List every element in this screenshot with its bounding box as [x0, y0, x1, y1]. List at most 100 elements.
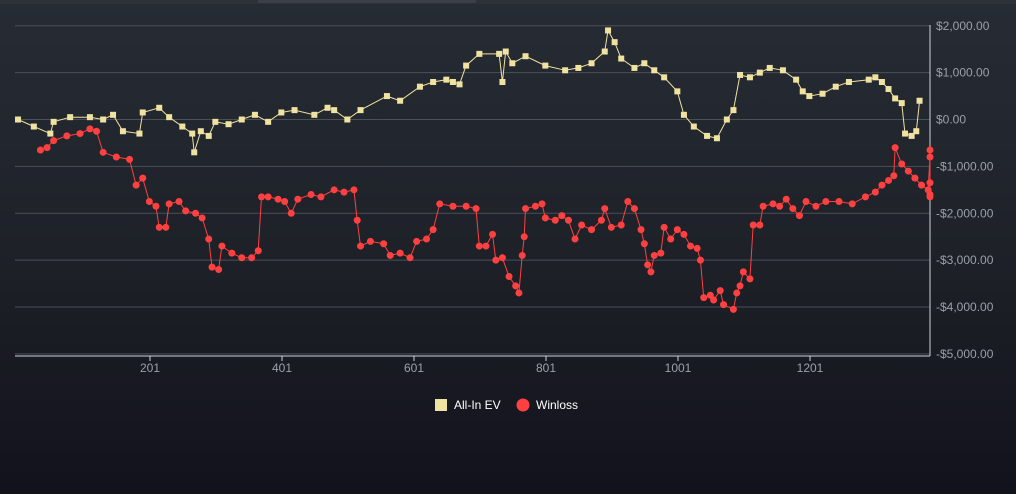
data-point: [499, 79, 506, 85]
data-point: [505, 273, 513, 281]
data-point: [93, 127, 101, 135]
data-point: [848, 200, 856, 208]
legend-item[interactable]: Winloss: [516, 398, 579, 412]
series-winloss: [36, 125, 934, 313]
series-line: [17, 28, 921, 153]
data-point: [700, 294, 708, 302]
data-point: [281, 198, 289, 206]
y-tick-label: -$4,000.00: [936, 300, 994, 314]
data-point: [509, 60, 516, 67]
data-point: [746, 275, 754, 283]
axes: [15, 25, 931, 361]
data-point: [571, 235, 579, 243]
data-point: [139, 109, 146, 116]
data-point: [640, 240, 648, 248]
data-point: [644, 261, 652, 269]
data-point: [551, 216, 559, 224]
data-point: [885, 176, 893, 184]
data-point: [456, 81, 463, 88]
data-point: [865, 76, 872, 83]
data-point: [578, 221, 586, 229]
data-point: [733, 289, 741, 297]
data-point: [716, 287, 724, 295]
series-all-in-ev: [15, 27, 923, 156]
data-point: [756, 221, 764, 229]
data-point: [916, 97, 923, 104]
data-point: [835, 198, 843, 206]
data-point: [518, 251, 526, 259]
data-point: [189, 130, 196, 137]
data-point: [617, 221, 625, 229]
data-point: [191, 149, 198, 156]
y-tick-label: -$5,000.00: [936, 347, 994, 361]
data-point: [520, 233, 528, 241]
data-point: [631, 64, 638, 71]
data-point: [238, 254, 246, 262]
data-point: [136, 130, 143, 137]
data-point: [512, 282, 520, 290]
data-point: [212, 118, 219, 125]
data-point: [746, 74, 753, 81]
data-point: [63, 132, 71, 140]
data-point: [647, 268, 655, 276]
data-point: [416, 83, 423, 90]
data-point: [383, 93, 390, 100]
data-point: [192, 209, 200, 217]
data-point: [871, 188, 879, 196]
data-point: [680, 111, 687, 118]
data-point: [729, 305, 737, 313]
data-point: [737, 71, 744, 78]
data-point: [264, 193, 272, 201]
data-point: [749, 221, 757, 229]
data-point: [680, 230, 688, 238]
data-point: [132, 181, 140, 189]
x-tick-label: 1001: [665, 361, 692, 375]
x-tick-label: 801: [536, 361, 556, 375]
data-point: [165, 200, 173, 208]
data-point: [443, 76, 450, 83]
data-point: [205, 235, 213, 243]
data-point: [926, 153, 934, 161]
data-point: [558, 212, 566, 220]
data-point: [287, 209, 295, 217]
legend-square-icon: [435, 399, 447, 411]
data-point: [145, 198, 153, 206]
data-point: [475, 242, 483, 250]
top-tab-active[interactable]: [258, 0, 476, 3]
data-point: [667, 235, 675, 243]
data-point: [274, 195, 282, 203]
data-point: [739, 268, 747, 276]
data-point: [225, 121, 232, 128]
data-point: [605, 27, 612, 34]
data-point: [228, 249, 236, 257]
data-point: [736, 282, 744, 290]
data-point: [601, 48, 608, 55]
data-point: [50, 118, 57, 125]
data-point: [651, 67, 658, 74]
data-point: [112, 153, 120, 161]
data-point: [759, 202, 767, 210]
data-point: [611, 39, 618, 46]
legend-label: All-In EV: [454, 398, 501, 412]
x-tick-label: 201: [140, 361, 160, 375]
y-tick-label: $0.00: [936, 113, 966, 127]
legend-item[interactable]: All-In EV: [435, 398, 501, 412]
legend[interactable]: All-In EV Winloss: [435, 398, 578, 412]
data-point: [423, 235, 431, 243]
data-point: [489, 230, 497, 238]
data-point: [885, 86, 892, 93]
data-point: [890, 172, 898, 180]
data-point: [782, 195, 790, 203]
data-point: [832, 83, 839, 90]
series-line: [40, 128, 931, 311]
data-point: [498, 254, 506, 262]
data-point: [776, 202, 784, 210]
data-point: [156, 104, 163, 111]
data-point: [254, 247, 262, 255]
data-point: [723, 116, 730, 123]
x-tick-label: 1201: [797, 361, 824, 375]
data-point: [538, 200, 546, 208]
data-point: [597, 216, 605, 224]
data-point: [789, 205, 797, 213]
data-point: [878, 79, 885, 85]
